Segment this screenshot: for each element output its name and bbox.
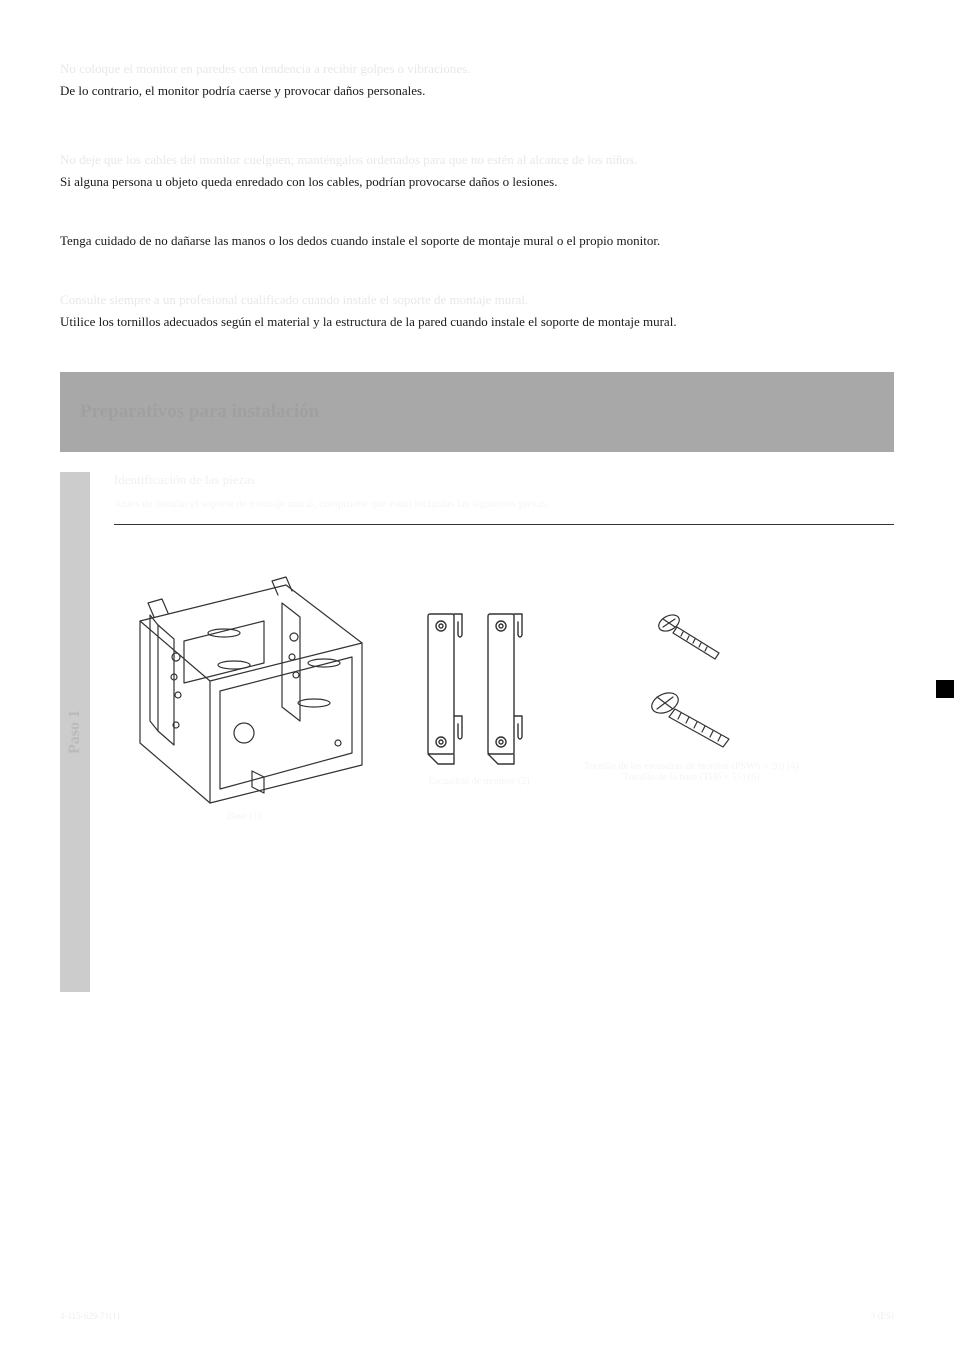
parts-description: Antes de instalar el soporte de montaje …	[114, 496, 894, 513]
warning-block: Tenga cuidado de no dañarse las manos o …	[60, 232, 894, 251]
illustration-label: Escuadras de monitor (2)	[429, 776, 530, 787]
footer-left: 4-115-629-71(1)	[60, 1311, 120, 1321]
illustration-screws: Tornillo de las escuadras de monitor (PS…	[584, 605, 799, 783]
parts-heading: Identificación de las piezas	[114, 472, 894, 488]
section-title: Preparativos para instalación	[80, 401, 319, 423]
side-tab-label: Paso 1	[66, 710, 84, 754]
monitor-brackets-icon	[414, 600, 544, 770]
warning-body: Tenga cuidado de no dañarse las manos o …	[60, 232, 894, 251]
language-tab	[936, 680, 954, 698]
warning-heading: Consulte siempre a un profesional cualif…	[60, 291, 894, 309]
warning-block: No deje que los cables del monitor cuelg…	[60, 151, 894, 192]
illustrations-row: Base (1)	[114, 545, 894, 842]
parts-section: Paso 1 Identificación de las piezas Ante…	[60, 472, 894, 992]
warning-body: De lo contrario, el monitor podría caers…	[60, 82, 894, 101]
side-tab: Paso 1	[60, 472, 90, 992]
warning-heading: No deje que los cables del monitor cuelg…	[60, 151, 894, 169]
illustration-brackets: Escuadras de monitor (2)	[414, 600, 544, 787]
illustration-label: Tornillo de las escuadras de monitor (PS…	[584, 761, 799, 783]
warning-block: Consulte siempre a un profesional cualif…	[60, 291, 894, 332]
warning-block: No coloque el monitor en paredes con ten…	[60, 60, 894, 101]
warning-body: Utilice los tornillos adecuados según el…	[60, 313, 894, 332]
footer: 4-115-629-71(1) 3 (ES)	[60, 1311, 894, 1321]
horizontal-rule	[114, 524, 894, 525]
illustration-base: Base (1)	[114, 565, 374, 822]
illustration-label: Base (1)	[227, 811, 261, 822]
base-bracket-icon	[114, 565, 374, 805]
warning-body: Si alguna persona u objeto queda enredad…	[60, 173, 894, 192]
screws-icon	[641, 605, 741, 755]
section-divider: Preparativos para instalación	[60, 372, 894, 452]
footer-right: 3 (ES)	[871, 1311, 894, 1321]
warning-heading: No coloque el monitor en paredes con ten…	[60, 60, 894, 78]
